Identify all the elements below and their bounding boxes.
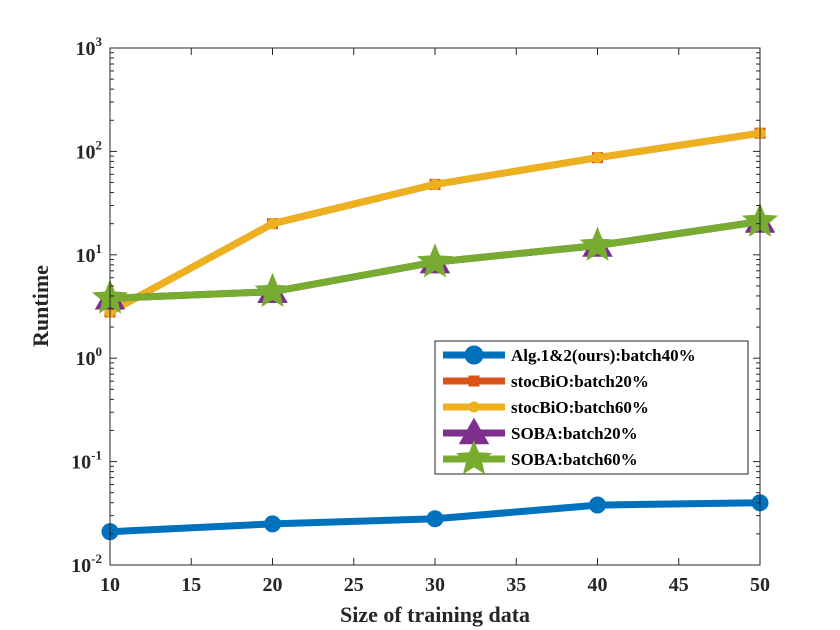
x-tick-label: 45 (669, 574, 689, 596)
data-point (579, 226, 616, 261)
data-point (592, 152, 603, 164)
y-tick-label: 103 (76, 34, 103, 60)
legend-item: stocBiO:batch20% (443, 372, 649, 391)
legend-item: stocBiO:batch60% (443, 398, 649, 417)
plot-area (110, 48, 760, 565)
legend-label: SOBA:batch60% (511, 450, 638, 469)
ticks-layer: 10 15 20 25 30 35 40 45 50 10-2 10-1 100 101 102 103 (71, 34, 770, 596)
y-tick-label: 101 (76, 241, 103, 267)
data-point (264, 515, 281, 533)
y-tick-label: 10-2 (71, 551, 102, 577)
legend-swatch-marker (464, 345, 484, 365)
data-point (417, 243, 453, 278)
legend-item: SOBA:batch60% (443, 440, 638, 475)
x-tick-label: 20 (263, 574, 283, 596)
data-point (429, 178, 441, 190)
legend-item: Alg.1&2(ours):batch40% (443, 345, 696, 365)
y-tick-label: 10-1 (71, 448, 102, 474)
x-axis-title: Size of training data (340, 602, 530, 627)
data-point (426, 510, 444, 528)
y-axis-title: Runtime (28, 265, 53, 347)
x-tick-label: 10 (100, 574, 120, 596)
legend-label: stocBiO:batch20% (511, 372, 649, 391)
x-tick-label: 25 (344, 574, 364, 596)
x-tick-label: 30 (425, 574, 445, 596)
x-tick-label: 35 (506, 574, 526, 596)
data-point (254, 272, 291, 307)
legend-swatch-marker (468, 375, 480, 387)
legend-label: stocBiO:batch60% (511, 398, 649, 417)
y-tick-label: 100 (76, 344, 103, 370)
legend-item: SOBA:batch20% (443, 417, 638, 445)
y-tick-label: 102 (76, 137, 103, 163)
legend: Alg.1&2(ours):batch40% stocBiO:batch20% st… (434, 340, 749, 475)
legend-label: Alg.1&2(ours):batch40% (511, 346, 696, 365)
series-1 (101, 494, 769, 541)
data-point (267, 218, 278, 230)
x-tick-label: 50 (750, 574, 770, 596)
legend-swatch-marker (468, 401, 480, 413)
legend-swatch-marker (456, 440, 492, 475)
x-tick-label: 15 (181, 574, 201, 596)
legend-label: SOBA:batch20% (511, 424, 638, 443)
x-tick-label: 40 (588, 574, 608, 596)
data-point (589, 496, 606, 514)
